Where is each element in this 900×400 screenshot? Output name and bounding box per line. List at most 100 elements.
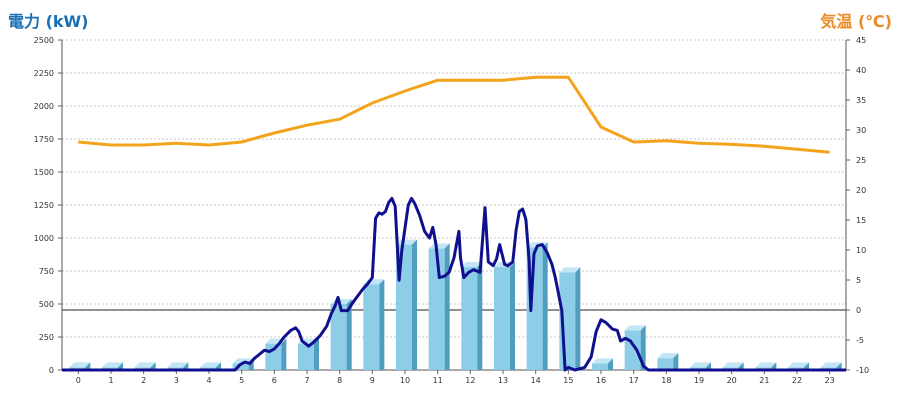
bar-top bbox=[755, 362, 777, 368]
bar-face bbox=[363, 284, 380, 370]
bar-top bbox=[134, 362, 156, 368]
bar-side bbox=[804, 362, 809, 370]
power-bar bbox=[265, 338, 287, 370]
power-bar bbox=[363, 279, 385, 370]
power-bar bbox=[428, 243, 450, 370]
bar-side bbox=[673, 353, 679, 370]
left-tick-label: 0 bbox=[49, 366, 54, 375]
bar-side bbox=[379, 279, 385, 370]
right-tick-label: 45 bbox=[856, 36, 866, 45]
bar-side bbox=[85, 362, 91, 370]
bar-top bbox=[657, 353, 679, 359]
x-tick-label: 19 bbox=[694, 376, 704, 385]
right-tick-label: 5 bbox=[856, 276, 861, 285]
bar-top bbox=[624, 325, 646, 331]
x-tick-label: 15 bbox=[563, 376, 573, 385]
right-tick-label: 30 bbox=[856, 126, 866, 135]
bar-face bbox=[330, 304, 347, 370]
bar-side bbox=[477, 262, 483, 370]
bar-top bbox=[461, 262, 483, 268]
x-tick-label: 11 bbox=[433, 376, 443, 385]
x-tick-label: 22 bbox=[792, 376, 802, 385]
left-tick-label: 2500 bbox=[34, 36, 54, 45]
axis-layer: 02505007501000125015001750200022502500-1… bbox=[34, 36, 869, 385]
bar-face bbox=[265, 343, 282, 370]
right-tick-label: 15 bbox=[856, 216, 866, 225]
x-tick-label: 21 bbox=[759, 376, 769, 385]
left-tick-label: 1250 bbox=[34, 201, 54, 210]
bar-layer bbox=[69, 239, 842, 370]
grid-layer bbox=[62, 39, 846, 338]
x-tick-label: 10 bbox=[400, 376, 410, 385]
bar-side bbox=[738, 362, 744, 370]
bar-top bbox=[592, 358, 613, 364]
x-tick-label: 13 bbox=[498, 376, 508, 385]
bar-side bbox=[346, 299, 352, 370]
right-tick-label: 40 bbox=[856, 66, 866, 75]
bar-side bbox=[575, 267, 581, 370]
x-tick-label: 8 bbox=[337, 376, 342, 385]
x-tick-label: 4 bbox=[206, 376, 211, 385]
left-tick-label: 1000 bbox=[34, 234, 54, 243]
bar-top bbox=[167, 362, 189, 368]
power-bar bbox=[657, 353, 679, 370]
bar-top bbox=[200, 362, 221, 368]
bar-top bbox=[722, 362, 744, 368]
right-tick-label: 0 bbox=[856, 306, 861, 315]
bar-face bbox=[461, 267, 478, 370]
x-tick-label: 2 bbox=[141, 376, 146, 385]
bar-side bbox=[836, 362, 842, 370]
x-tick-label: 16 bbox=[596, 376, 606, 385]
bar-side bbox=[771, 362, 777, 370]
x-tick-label: 12 bbox=[465, 376, 475, 385]
bar-face bbox=[298, 343, 314, 370]
x-tick-label: 6 bbox=[272, 376, 277, 385]
bar-top bbox=[690, 362, 711, 368]
left-tick-label: 250 bbox=[39, 333, 54, 342]
x-tick-label: 3 bbox=[174, 376, 179, 385]
x-tick-label: 17 bbox=[629, 376, 639, 385]
power-line bbox=[62, 196, 846, 372]
right-tick-label: 35 bbox=[856, 96, 866, 105]
bar-face bbox=[494, 267, 510, 370]
bar-face bbox=[592, 363, 608, 370]
right-tick-label: 20 bbox=[856, 186, 866, 195]
bar-side bbox=[706, 362, 711, 370]
bar-side bbox=[281, 338, 287, 370]
bar-top bbox=[102, 362, 123, 368]
bar-face bbox=[232, 363, 249, 370]
bar-side bbox=[412, 239, 417, 370]
x-tick-label: 1 bbox=[108, 376, 113, 385]
left-tick-label: 750 bbox=[39, 267, 54, 276]
bar-side bbox=[150, 362, 156, 370]
x-tick-label: 9 bbox=[370, 376, 375, 385]
left-tick-label: 2250 bbox=[34, 69, 54, 78]
x-tick-label: 20 bbox=[727, 376, 737, 385]
power-bar bbox=[494, 262, 515, 370]
right-axis-title: 気温 (℃) bbox=[820, 12, 892, 31]
power-bar bbox=[298, 338, 319, 370]
power-bar bbox=[330, 299, 352, 370]
bar-side bbox=[314, 338, 319, 370]
bar-side bbox=[216, 362, 221, 370]
bar-face bbox=[657, 358, 674, 370]
bar-face bbox=[428, 248, 445, 370]
temperature-line bbox=[78, 75, 830, 154]
x-tick-label: 0 bbox=[76, 376, 81, 385]
x-tick-label: 7 bbox=[304, 376, 309, 385]
right-tick-label: 25 bbox=[856, 156, 866, 165]
bar-top bbox=[69, 362, 91, 368]
right-tick-label: -10 bbox=[856, 366, 869, 375]
power-bar bbox=[592, 358, 613, 370]
right-tick-label: 10 bbox=[856, 246, 866, 255]
left-tick-label: 2000 bbox=[34, 102, 54, 111]
left-tick-label: 1500 bbox=[34, 168, 54, 177]
right-tick-label: -5 bbox=[856, 336, 864, 345]
line-layer bbox=[62, 75, 846, 372]
bar-top bbox=[559, 267, 581, 273]
left-tick-label: 500 bbox=[39, 300, 54, 309]
x-tick-label: 23 bbox=[825, 376, 835, 385]
bar-top bbox=[820, 362, 842, 368]
x-tick-label: 5 bbox=[239, 376, 244, 385]
